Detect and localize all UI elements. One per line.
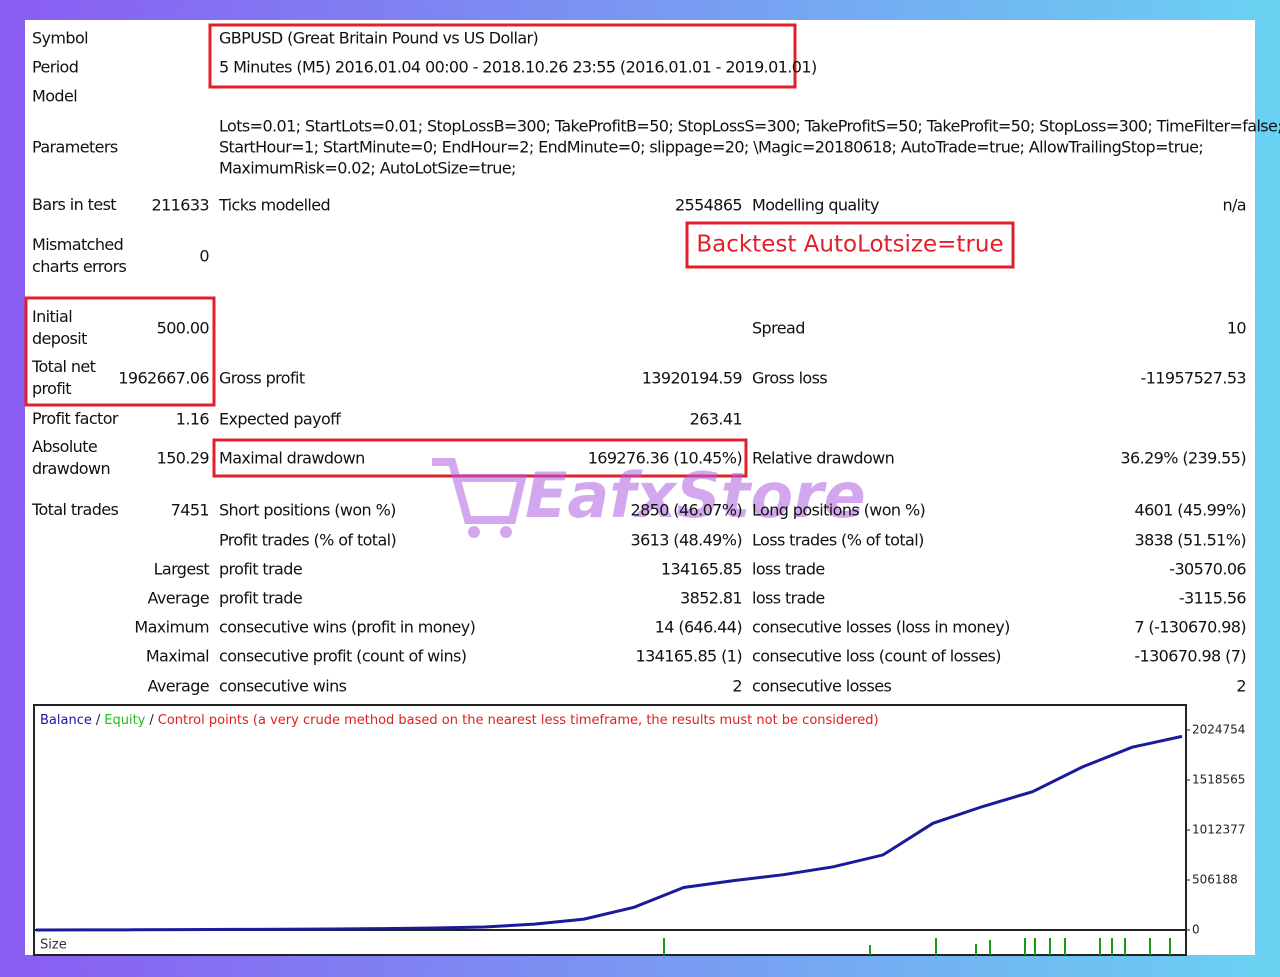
stat-label: Long positions (won %) [752, 500, 926, 520]
stat-label: consecutive losses [752, 676, 892, 696]
stat-label: Total trades [32, 500, 119, 519]
field-label: Symbol [32, 28, 89, 48]
stat-value: Maximal [145, 646, 210, 666]
stat-label: Relative drawdown [752, 448, 895, 468]
stat-label: consecutive loss (count of losses) [752, 646, 1001, 666]
legend-entry: Balance [40, 713, 92, 728]
stat-label: Bars in test [32, 195, 117, 214]
stat-label: Modelling quality [752, 195, 879, 215]
stat-value: 2 [1236, 676, 1246, 696]
stat-value: 3852.81 [680, 588, 743, 608]
parameters-line: StartHour=1; StartMinute=0; EndHour=2; E… [219, 137, 1204, 157]
watermark-text: EafxStore [525, 459, 866, 532]
field-value: 5 Minutes (M5) 2016.01.04 00:00 - 2018.1… [219, 57, 817, 77]
parameters-line: Lots=0.01; StartLots=0.01; StopLossB=300… [219, 116, 1280, 136]
stat-value: 2850 (46.07%) [630, 500, 743, 520]
stat-label: consecutive losses (loss in money) [752, 617, 1010, 637]
stat-label: consecutive wins [219, 676, 347, 696]
stat-value: 10 [1226, 318, 1247, 338]
legend: Balance / Equity / Control points (a very cr… [40, 713, 879, 728]
stat-label: Mismatched charts errors [32, 235, 127, 276]
stat-value: 211633 [151, 195, 210, 215]
stat-label: Loss trades (% of total) [752, 530, 924, 550]
field-label: Model [32, 86, 78, 106]
stat-value: 0 [199, 246, 209, 266]
stat-value: 2554865 [674, 195, 743, 215]
size-bars [663, 938, 1171, 955]
y-tick-label: 2024754 [1192, 722, 1245, 736]
balance-line [35, 734, 1183, 932]
stat-label: Maximal drawdown [219, 448, 365, 468]
stat-label: Initial deposit [32, 307, 87, 348]
stat-value: 7 (-130670.98) [1134, 617, 1246, 637]
field-label: Period [32, 57, 79, 77]
field-label: Parameters [32, 137, 118, 157]
stat-value: 134165.85 [660, 559, 743, 579]
watermark-cart-wheel [500, 526, 512, 538]
stat-label: profit trade [219, 559, 303, 579]
stat-value: 14 (646.44) [654, 617, 743, 637]
y-tick-label: 506188 [1192, 872, 1238, 886]
stat-value: -130670.98 (7) [1134, 646, 1246, 666]
stat-label: consecutive profit (count of wins) [219, 646, 467, 666]
parameters-line: MaximumRisk=0.02; AutoLotSize=true; [219, 158, 516, 178]
stat-value: Average [147, 676, 209, 696]
stat-value: 1962667.06 [118, 368, 209, 388]
legend-entry: Equity [104, 713, 145, 728]
legend-separator: / [96, 713, 101, 728]
stat-label: Total net profit [32, 357, 96, 398]
y-tick-label: 1012377 [1192, 822, 1245, 836]
stat-value: 7451 [170, 500, 210, 520]
stat-label: Absolute drawdown [32, 437, 111, 478]
watermark-cart [432, 458, 528, 524]
stat-value: 169276.36 (10.45%) [587, 448, 743, 468]
stat-value: -3115.56 [1178, 588, 1247, 608]
stat-value: 263.41 [689, 409, 743, 429]
stat-value: 134165.85 (1) [635, 646, 743, 666]
stat-value: 1.16 [175, 409, 210, 429]
stat-value: -11957527.53 [1140, 368, 1247, 388]
highlight-box [24, 296, 216, 407]
annotation: Backtest AutoLotsize=true [696, 232, 1003, 258]
field-value: GBPUSD (Great Britain Pound vs US Dollar… [219, 28, 539, 48]
chart-frame [33, 704, 1187, 956]
stat-value: 150.29 [156, 448, 210, 468]
stat-label: profit trade [219, 588, 303, 608]
stat-label: consecutive wins (profit in money) [219, 617, 476, 637]
stat-value: 2 [732, 676, 742, 696]
stat-label: Profit trades (% of total) [219, 530, 397, 550]
legend-entry: Control points (a very crude method base… [158, 713, 879, 728]
stat-label: Expected payoff [219, 409, 341, 429]
stat-value: Maximum [134, 617, 209, 637]
highlight-box [208, 23, 797, 89]
stat-label: Spread [752, 318, 805, 338]
stat-value: n/a [1222, 195, 1246, 215]
stat-value: Average [147, 588, 209, 608]
y-tick-label: 1518565 [1192, 772, 1245, 786]
stat-label: loss trade [752, 588, 825, 608]
watermark: EafxStore [432, 458, 866, 538]
stat-value: 13920194.59 [641, 368, 743, 388]
stat-value: 3613 (48.49%) [630, 530, 743, 550]
stat-value: Largest [153, 559, 210, 579]
stat-value: -30570.06 [1169, 559, 1246, 579]
watermark-cart-wheel [468, 526, 480, 538]
legend-separator: / [149, 713, 154, 728]
stat-label: Profit factor [32, 409, 119, 428]
stat-value: 36.29% (239.55) [1120, 448, 1246, 468]
stat-value: 3838 (51.51%) [1134, 530, 1247, 550]
stat-value: 4601 (45.99%) [1134, 500, 1247, 520]
size-label: Size [40, 938, 67, 953]
stat-label: Gross loss [752, 368, 828, 388]
annotation-box [685, 221, 1015, 269]
y-tick-label: 0 [1192, 923, 1200, 937]
stat-value: 500.00 [156, 318, 210, 338]
stat-label: loss trade [752, 559, 825, 579]
stat-label: Short positions (won %) [219, 500, 396, 520]
stat-label: Ticks modelled [219, 195, 331, 215]
stat-label: Gross profit [219, 368, 305, 388]
